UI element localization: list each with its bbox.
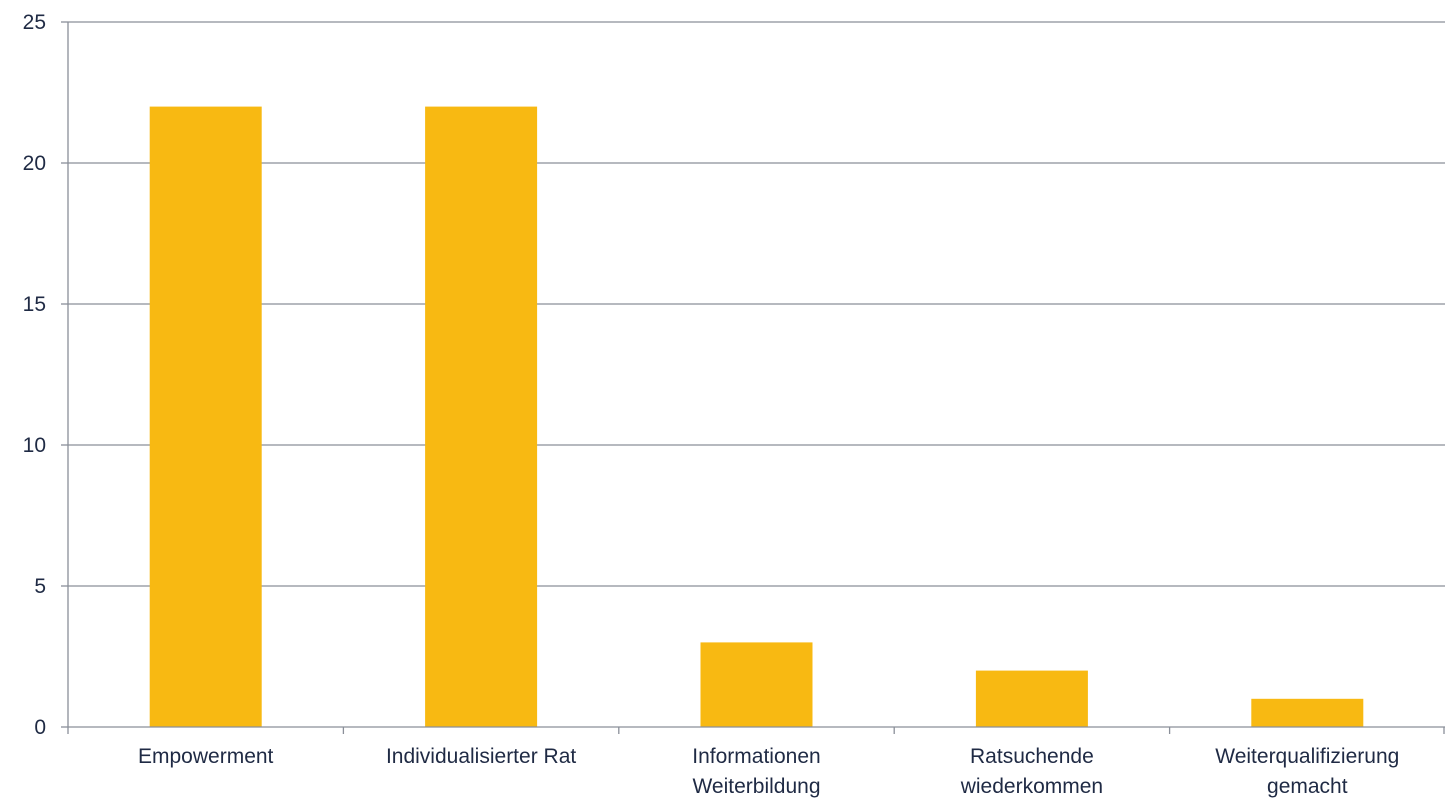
x-category-label-line: Ratsuchende [970,745,1094,768]
x-category-label-line: wiederkommen [960,775,1103,798]
y-tick-labels: 0 5 10 15 20 25 [23,11,46,739]
y-tick-label: 10 [23,434,46,457]
x-category-label: Weiterqualifizierung gemacht [1215,745,1399,798]
bars [149,106,1364,728]
x-category-labels: Empowerment Individualisierter Rat Informa… [138,745,1399,798]
x-category-label: Individualisierter Rat [386,745,576,768]
x-category-label: Empowerment [138,745,274,768]
x-category-label-line: gemacht [1267,775,1348,798]
y-tick-label: 20 [23,152,46,175]
y-tick-label: 0 [34,716,46,739]
x-category-label: Ratsuchende wiederkommen [960,745,1103,798]
bar [425,106,538,728]
bar [149,106,262,728]
x-category-label-line: Individualisierter Rat [386,745,576,768]
bar [975,670,1088,727]
bar [1251,698,1364,727]
y-tick-label: 25 [23,11,46,34]
x-category-label-line: Weiterbildung [692,775,820,798]
axes [61,21,1445,734]
x-category-label-line: Empowerment [138,745,274,768]
y-tick-label: 15 [23,293,46,316]
x-category-label: Informationen Weiterbildung [692,745,820,798]
x-category-label-line: Weiterqualifizierung [1215,745,1399,768]
bar [700,642,813,727]
x-category-label-line: Informationen [692,745,820,768]
y-tick-label: 5 [34,575,46,598]
grid-lines [68,21,1445,587]
